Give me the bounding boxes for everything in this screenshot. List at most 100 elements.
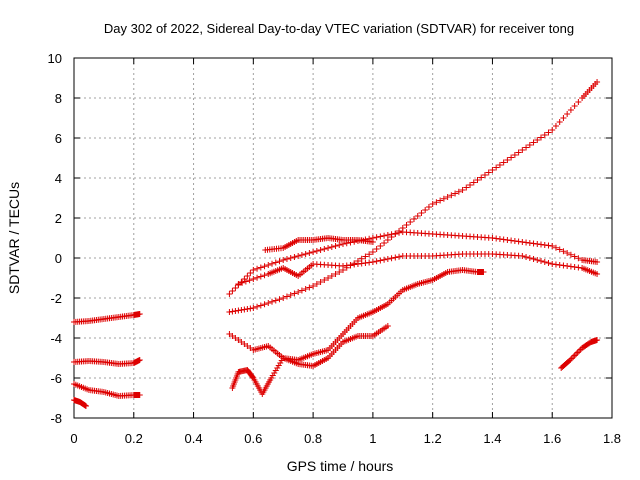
data-point [276, 258, 283, 265]
y-tick-label: 6 [55, 131, 62, 146]
data-point [369, 239, 376, 245]
x-tick-label: 0.2 [125, 431, 143, 446]
data-point [440, 195, 447, 202]
data-point [272, 259, 279, 266]
data-point [295, 253, 302, 259]
y-tick-label: -8 [50, 411, 62, 426]
data-point [594, 337, 601, 343]
data-point [313, 281, 320, 287]
data-point [325, 245, 332, 251]
data-point [504, 157, 511, 163]
data-point [523, 144, 530, 151]
data-point [455, 188, 462, 195]
data-point [306, 250, 313, 256]
data-point [317, 247, 324, 253]
data-point [452, 190, 459, 197]
data-point [493, 164, 500, 171]
data-point [384, 232, 391, 238]
series-track-10 [229, 267, 487, 397]
data-point [571, 253, 578, 260]
data-point [463, 184, 470, 191]
chart-title: Day 302 of 2022, Sidereal Day-to-day VTE… [104, 21, 574, 36]
data-point [295, 289, 302, 295]
data-point [515, 149, 522, 156]
y-tick-label: 2 [55, 211, 62, 226]
data-point [269, 260, 276, 267]
y-tick-label: -6 [50, 371, 62, 386]
y-tick-label: 8 [55, 91, 62, 106]
data-point [242, 278, 249, 285]
y-axis-label: SDTVAR / TECUs [6, 182, 22, 294]
data-point [552, 244, 559, 251]
data-point [429, 201, 436, 207]
data-point [396, 229, 403, 236]
data-point [377, 233, 384, 240]
data-point [575, 255, 582, 262]
data-point [500, 159, 507, 166]
data-point [560, 115, 567, 121]
data-point [298, 252, 305, 258]
data-point [283, 256, 290, 262]
data-point [369, 249, 376, 255]
data-point [541, 132, 548, 138]
series-track-9 [226, 323, 391, 369]
data-point [534, 137, 541, 143]
data-point [459, 187, 466, 193]
data-points [71, 79, 601, 409]
data-point [567, 251, 574, 258]
data-point [489, 167, 496, 173]
data-point [392, 230, 399, 237]
series-track-7 [235, 251, 601, 287]
data-point [448, 192, 455, 199]
data-point [280, 295, 287, 301]
y-tick-label: 0 [55, 251, 62, 266]
data-point [291, 254, 298, 260]
data-point [328, 273, 335, 279]
data-point [545, 260, 552, 266]
data-point [556, 119, 563, 125]
data-point [396, 253, 403, 260]
data-point [261, 301, 268, 308]
data-point [594, 271, 601, 277]
y-tick-label: 10 [48, 51, 62, 66]
data-point [496, 162, 503, 168]
x-tick-label: 1.6 [543, 431, 561, 446]
data-point [136, 392, 143, 398]
data-point [325, 275, 332, 281]
data-point [254, 274, 261, 281]
data-point [250, 276, 257, 282]
data-point [302, 251, 309, 257]
y-tick-label: 4 [55, 171, 62, 186]
data-point [384, 323, 391, 329]
data-point [567, 107, 574, 113]
x-tick-label: 0.8 [304, 431, 322, 446]
data-point [534, 257, 541, 263]
data-point [291, 290, 298, 297]
data-point [410, 216, 417, 222]
data-point [388, 255, 395, 262]
data-point [564, 250, 571, 256]
data-point [82, 403, 89, 409]
data-point [381, 240, 388, 246]
data-point [388, 231, 395, 238]
data-point [519, 147, 526, 153]
data-point [302, 286, 309, 292]
series-track-5 [226, 79, 601, 315]
data-point [239, 279, 246, 286]
data-point [310, 249, 317, 255]
x-tick-label: 0.4 [185, 431, 203, 446]
data-point [261, 272, 268, 279]
data-point [571, 103, 578, 109]
data-point [269, 298, 276, 305]
data-point [229, 288, 236, 294]
data-point [313, 248, 320, 254]
data-point [287, 255, 294, 261]
data-point [235, 281, 242, 287]
data-point [283, 293, 290, 300]
data-point [280, 257, 287, 263]
data-point [250, 267, 257, 273]
data-point [576, 348, 583, 354]
series-track-4 [71, 397, 89, 409]
data-point [526, 142, 533, 148]
